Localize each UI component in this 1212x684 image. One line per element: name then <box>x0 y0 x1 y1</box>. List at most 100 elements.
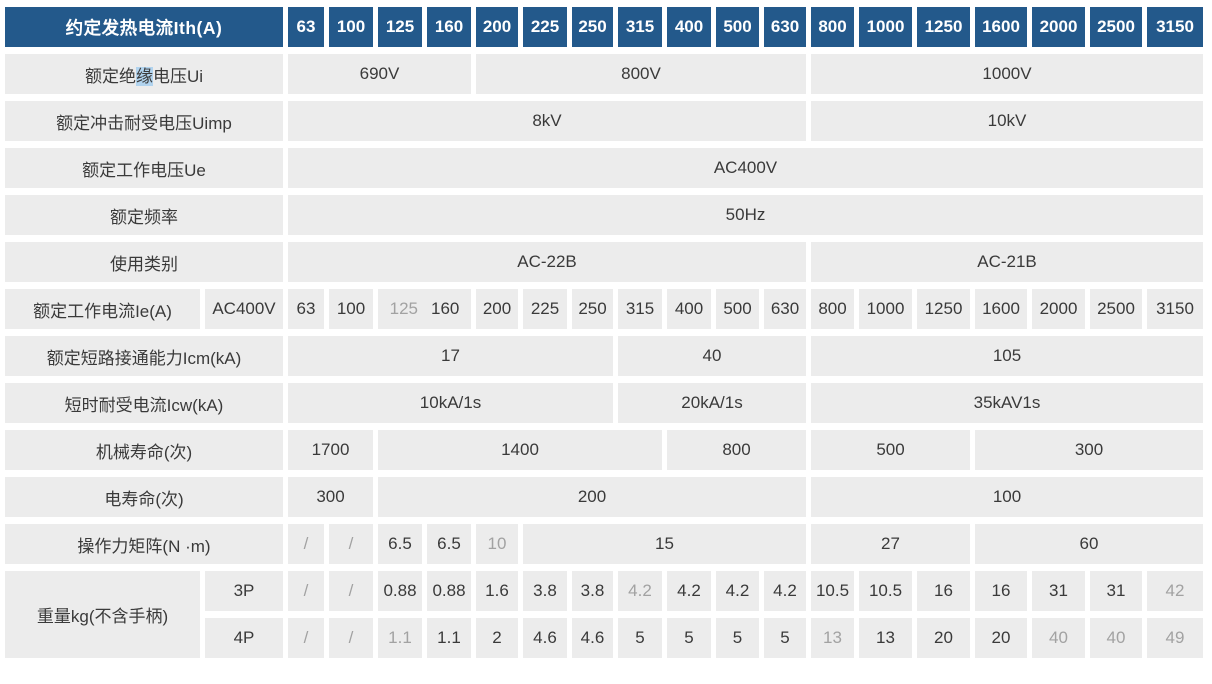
cell-operating-torque-0: / <box>288 524 324 564</box>
cell-rated-working-current-ie-15: 2500 <box>1090 289 1142 329</box>
cell-rated-working-current-ie-10: 800 <box>811 289 854 329</box>
header-current-1600: 1600 <box>975 7 1027 47</box>
cell-weight-4p-14: 20 <box>975 618 1027 658</box>
cell-weight-3p-9: 4.2 <box>716 571 759 611</box>
header-current-500: 500 <box>716 7 759 47</box>
row-label-rated-short-circuit-making-capacity-icm: 额定短路接通能力Icm(kA) <box>5 336 283 376</box>
row-operating-torque: 操作力矩阵(N ·m) //6.5 6.5 10 15 27 60 <box>5 524 1203 564</box>
cell-weight-3p-1: / <box>329 571 373 611</box>
cell-weight-4p-5: 4.6 <box>523 618 567 658</box>
cell-operating-torque-2: 6.5 <box>378 524 422 564</box>
row-label-rated-insulation-voltage-ui: 额定绝缘电压Ui <box>5 54 283 94</box>
cell-mechanical-life-3: 500 <box>811 430 970 470</box>
cell-weight-3p-6: 3.8 <box>572 571 613 611</box>
row-electrical-life: 电寿命(次) 300 200 100 <box>5 477 1203 517</box>
header-current-3150: 3150 <box>1147 7 1203 47</box>
header-current-125: 125 <box>378 7 422 47</box>
cell-weight-4p-9: 5 <box>716 618 759 658</box>
cell-rated-working-current-ie-3: 200 <box>476 289 518 329</box>
cell-operating-torque-6: 27 <box>811 524 970 564</box>
cell-rated-working-current-ie-14: 2000 <box>1032 289 1085 329</box>
cell-rated-working-current-ie-2: 125 160 <box>378 289 471 329</box>
cell-weight-3p-15: 31 <box>1032 571 1085 611</box>
cell-operating-torque-3: 6.5 <box>427 524 471 564</box>
header-current-1250: 1250 <box>917 7 970 47</box>
cell-weight-3p-7: 4.2 <box>618 571 662 611</box>
cell-electrical-life-2: 100 <box>811 477 1203 517</box>
header-current-160: 160 <box>427 7 471 47</box>
cell-weight-4p-16: 40 <box>1090 618 1142 658</box>
cell-electrical-life-1: 200 <box>378 477 806 517</box>
row-label-operating-torque: 操作力矩阵(N ·m) <box>5 524 283 564</box>
header-current-630: 630 <box>764 7 806 47</box>
text-part: 125 <box>389 299 418 318</box>
cell-rated-working-current-ie-0: 63 <box>288 289 324 329</box>
cell-rated-working-current-ie-13: 1600 <box>975 289 1027 329</box>
table-body: 额定绝缘电压Ui 690V 800V 1000V 额定冲击耐受电压Uimp 8kV 10kV… <box>5 54 1203 658</box>
cell-rated-working-current-ie-11: 1000 <box>859 289 912 329</box>
row-rated-frequency: 额定频率 50Hz <box>5 195 1203 235</box>
header-label: 约定发热电流Ith(A) <box>5 7 283 47</box>
row-label-short-time-withstand-current-icw: 短时耐受电流Icw(kA) <box>5 383 283 423</box>
row-weight-4p: 4P //1.1 1.1 2 4.6 4.6 5 5 5 5 13 13 20 20 40 40 49 <box>5 618 1203 658</box>
cell-weight-3p-11: 10.5 <box>811 571 854 611</box>
row-sublabel-rated-working-current-ie: AC400V <box>205 289 283 329</box>
cell-mechanical-life-2: 800 <box>667 430 806 470</box>
row-label-electrical-life: 电寿命(次) <box>5 477 283 517</box>
cell-mechanical-life-4: 300 <box>975 430 1203 470</box>
cell-mechanical-life-1: 1400 <box>378 430 662 470</box>
header-current-2500: 2500 <box>1090 7 1142 47</box>
cell-utilization-category-1: AC-21B <box>811 242 1203 282</box>
header-current-225: 225 <box>523 7 567 47</box>
cell-weight-3p-16: 31 <box>1090 571 1142 611</box>
text-part: 160 <box>431 299 460 318</box>
row-label-rated-frequency: 额定频率 <box>5 195 283 235</box>
cell-weight-3p-17: 42 <box>1147 571 1203 611</box>
header-row: 约定发热电流Ith(A) 63 100 125 160 200 225 250 315 400 50… <box>5 7 1203 47</box>
cell-operating-torque-1: / <box>329 524 373 564</box>
cell-operating-torque-5: 15 <box>523 524 806 564</box>
cell-short-time-withstand-current-icw-1: 20kA/1s <box>618 383 806 423</box>
header-current-315: 315 <box>618 7 662 47</box>
cell-rated-short-circuit-making-capacity-icm-2: 105 <box>811 336 1203 376</box>
cell-weight-4p-10: 5 <box>764 618 806 658</box>
cell-short-time-withstand-current-icw-0: 10kA/1s <box>288 383 613 423</box>
cell-weight-4p-2: 1.1 <box>378 618 422 658</box>
cell-rated-working-voltage-ue-0: AC400V <box>288 148 1203 188</box>
row-weight-3p: 重量kg(不含手柄) 3P //0.88 0.88 1.6 3.8 3.8 4.2 4.2 4.2… <box>5 571 1203 658</box>
row-rated-insulation-voltage-ui: 额定绝缘电压Ui 690V 800V 1000V <box>5 54 1203 94</box>
cell-weight-4p-11: 13 <box>811 618 854 658</box>
spec-table: 约定发热电流Ith(A) 63 100 125 160 200 225 250 315 400 50… <box>5 7 1203 658</box>
row-label-mechanical-life: 机械寿命(次) <box>5 430 283 470</box>
row-label-utilization-category: 使用类别 <box>5 242 283 282</box>
cell-weight-4p-15: 40 <box>1032 618 1085 658</box>
cell-rated-insulation-voltage-ui-2: 1000V <box>811 54 1203 94</box>
header-current-63: 63 <box>288 7 324 47</box>
cell-rated-working-current-ie-8: 500 <box>716 289 759 329</box>
cell-weight-4p-1: / <box>329 618 373 658</box>
cell-weight-4p-12: 13 <box>859 618 912 658</box>
row-sublabel-weight-4p: 4P <box>205 618 283 658</box>
cell-rated-working-current-ie-16: 3150 <box>1147 289 1203 329</box>
cell-weight-3p-0: / <box>288 571 324 611</box>
header-current-200: 200 <box>476 7 518 47</box>
cell-weight-3p-12: 10.5 <box>859 571 912 611</box>
cell-weight-4p-13: 20 <box>917 618 970 658</box>
row-label-rated-working-current-ie: 额定工作电流Ie(A) <box>5 289 200 329</box>
cell-rated-short-circuit-making-capacity-icm-1: 40 <box>618 336 806 376</box>
cell-weight-4p-7: 5 <box>618 618 662 658</box>
cell-weight-3p-14: 16 <box>975 571 1027 611</box>
row-rated-working-voltage-ue: 额定工作电压Ue AC400V <box>5 148 1203 188</box>
header-current-2000: 2000 <box>1032 7 1085 47</box>
cell-weight-3p-4: 1.6 <box>476 571 518 611</box>
cell-mechanical-life-0: 1700 <box>288 430 373 470</box>
cell-rated-impulse-withstand-voltage-uimp-1: 10kV <box>811 101 1203 141</box>
row-short-time-withstand-current-icw: 短时耐受电流Icw(kA) 10kA/1s 20kA/1s 35kAV1s <box>5 383 1203 423</box>
table-header: 约定发热电流Ith(A) 63 100 125 160 200 225 250 315 400 50… <box>5 7 1203 47</box>
row-rated-short-circuit-making-capacity-icm: 额定短路接通能力Icm(kA) 17 40 105 <box>5 336 1203 376</box>
cell-weight-4p-17: 49 <box>1147 618 1203 658</box>
cell-short-time-withstand-current-icw-2: 35kAV1s <box>811 383 1203 423</box>
cell-weight-4p-6: 4.6 <box>572 618 613 658</box>
cell-weight-4p-4: 2 <box>476 618 518 658</box>
cell-operating-torque-7: 60 <box>975 524 1203 564</box>
